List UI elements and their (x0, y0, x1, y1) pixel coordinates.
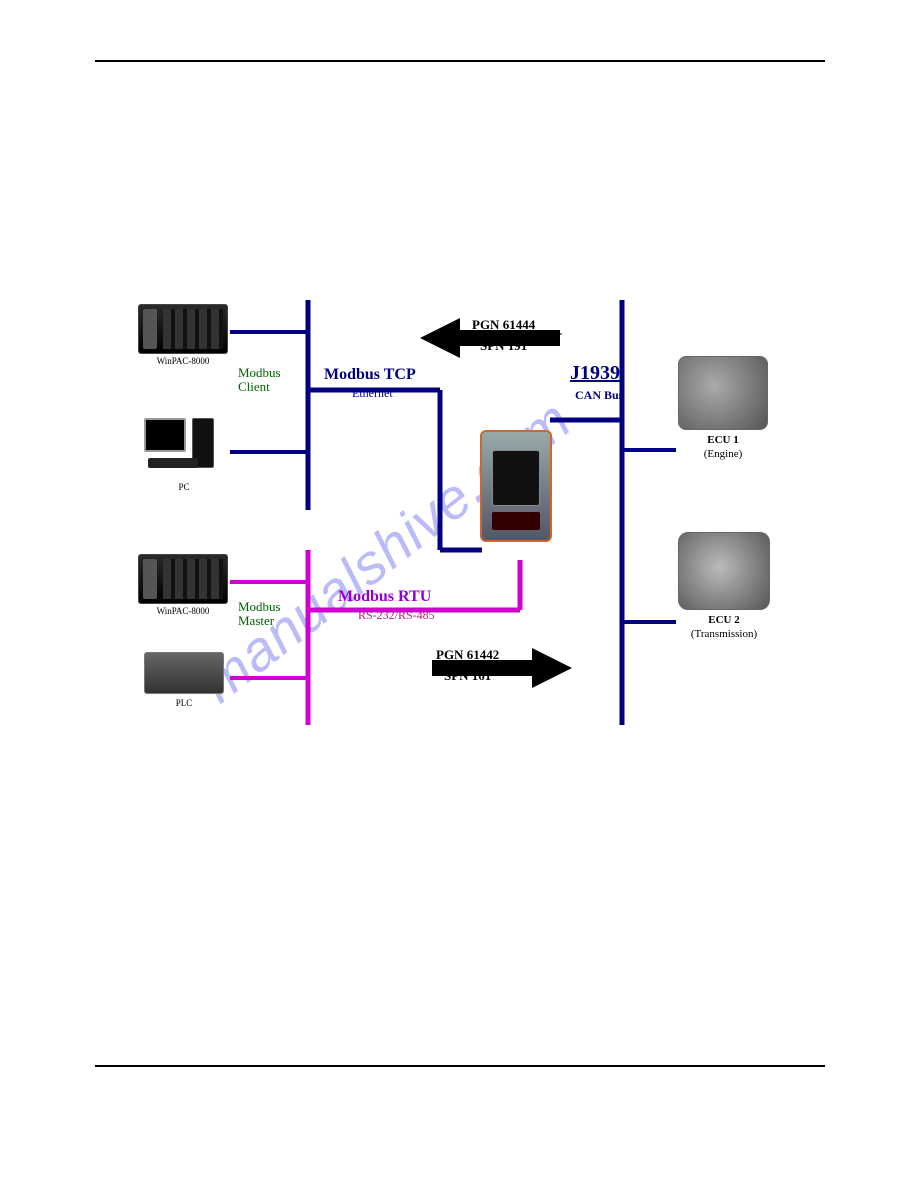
winpac-1-icon (138, 304, 228, 354)
ecu1-name: ECU 1 (678, 434, 768, 446)
modbus-rtu-subtitle: RS-232/RS-485 (358, 608, 435, 623)
plc-caption: PLC (144, 698, 224, 708)
modbus-client-label: Modbus Client (238, 366, 281, 395)
pc-icon (144, 418, 224, 478)
pc-caption: PC (144, 482, 224, 492)
ecu1-sub: (Engine) (678, 448, 768, 460)
page-bottom-rule (95, 1065, 825, 1067)
ecu2-sub: (Transmission) (672, 628, 776, 640)
ecu1-engine-icon (678, 356, 768, 430)
modbus-rtu-title: Modbus RTU (338, 588, 431, 606)
j1939-title: J1939 (570, 362, 620, 385)
arrow-top-spn: SPN 191 (480, 338, 527, 354)
arrow-bot-spn: SPN 161 (444, 668, 491, 684)
plc-icon (144, 652, 224, 694)
ecu2-trans-icon (678, 532, 770, 610)
arrow-top-pgn: PGN 61444 (472, 317, 535, 333)
winpac-1-caption: WinPAC-8000 (138, 356, 228, 366)
diagram-container: PGN 61444 SPN 191 PGN 61442 SPN 161 Modb… (120, 300, 800, 740)
page-top-rule (95, 60, 825, 62)
gateway-icon (480, 430, 552, 542)
modbus-master-label: Modbus Master (238, 600, 281, 629)
modbus-tcp-title: Modbus TCP (324, 366, 416, 384)
modbus-tcp-subtitle: Ethernet (352, 386, 393, 401)
winpac-2-caption: WinPAC-8000 (138, 606, 228, 616)
j1939-subtitle: CAN Bus (575, 388, 623, 403)
arrow-bot-pgn: PGN 61442 (436, 647, 499, 663)
winpac-2-icon (138, 554, 228, 604)
ecu2-name: ECU 2 (672, 614, 776, 626)
